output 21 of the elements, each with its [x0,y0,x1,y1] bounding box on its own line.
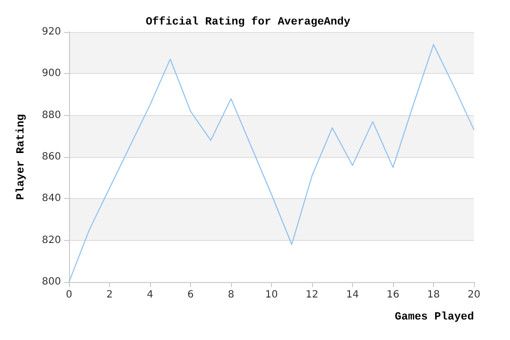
x-tick-label: 10 [265,290,278,300]
x-tick-label: 0 [66,290,72,300]
x-tick-label: 20 [468,290,480,300]
x-tick-label: 8 [228,290,234,300]
x-tick-label: 2 [106,290,113,300]
x-axis-title: Games Played [394,312,474,324]
x-tick-label: 4 [146,290,154,300]
x-tick-label: 6 [187,290,194,300]
x-tick-label: 16 [386,290,400,300]
y-tick-label: 880 [42,110,61,121]
chart-title: Official Rating for AverageAndy [146,16,351,28]
x-tick-label: 18 [427,290,440,300]
y-tick-label: 840 [42,193,61,204]
y-tick-label: 900 [42,68,61,80]
y-axis-title: Player Rating [16,114,28,200]
y-tick-label: 800 [42,276,61,288]
x-tick-label: 12 [306,290,318,300]
y-tick-label: 820 [42,234,61,246]
y-tick-label: 860 [42,152,61,162]
y-tick-label: 920 [42,26,61,38]
x-tick-label: 14 [346,290,359,300]
